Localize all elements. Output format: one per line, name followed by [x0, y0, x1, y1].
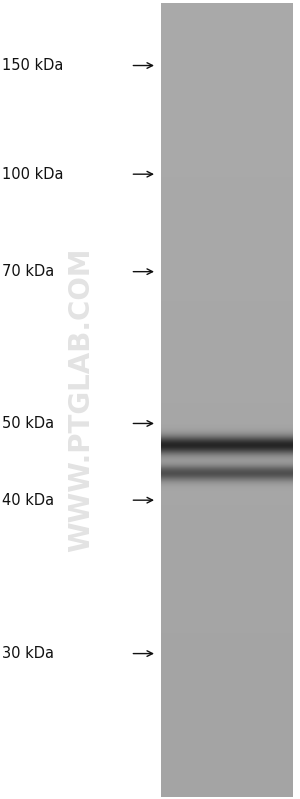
Text: 150 kDa: 150 kDa: [2, 58, 63, 73]
Text: 70 kDa: 70 kDa: [2, 264, 54, 279]
Text: 40 kDa: 40 kDa: [2, 493, 54, 507]
Text: WWW.PTGLAB.COM: WWW.PTGLAB.COM: [67, 247, 95, 552]
Text: 30 kDa: 30 kDa: [2, 646, 53, 661]
Text: 50 kDa: 50 kDa: [2, 416, 54, 431]
Text: 100 kDa: 100 kDa: [2, 167, 63, 181]
